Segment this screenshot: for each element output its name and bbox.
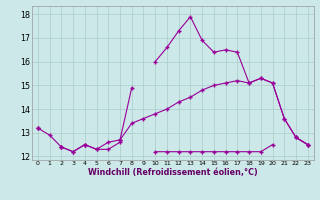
X-axis label: Windchill (Refroidissement éolien,°C): Windchill (Refroidissement éolien,°C): [88, 168, 258, 177]
